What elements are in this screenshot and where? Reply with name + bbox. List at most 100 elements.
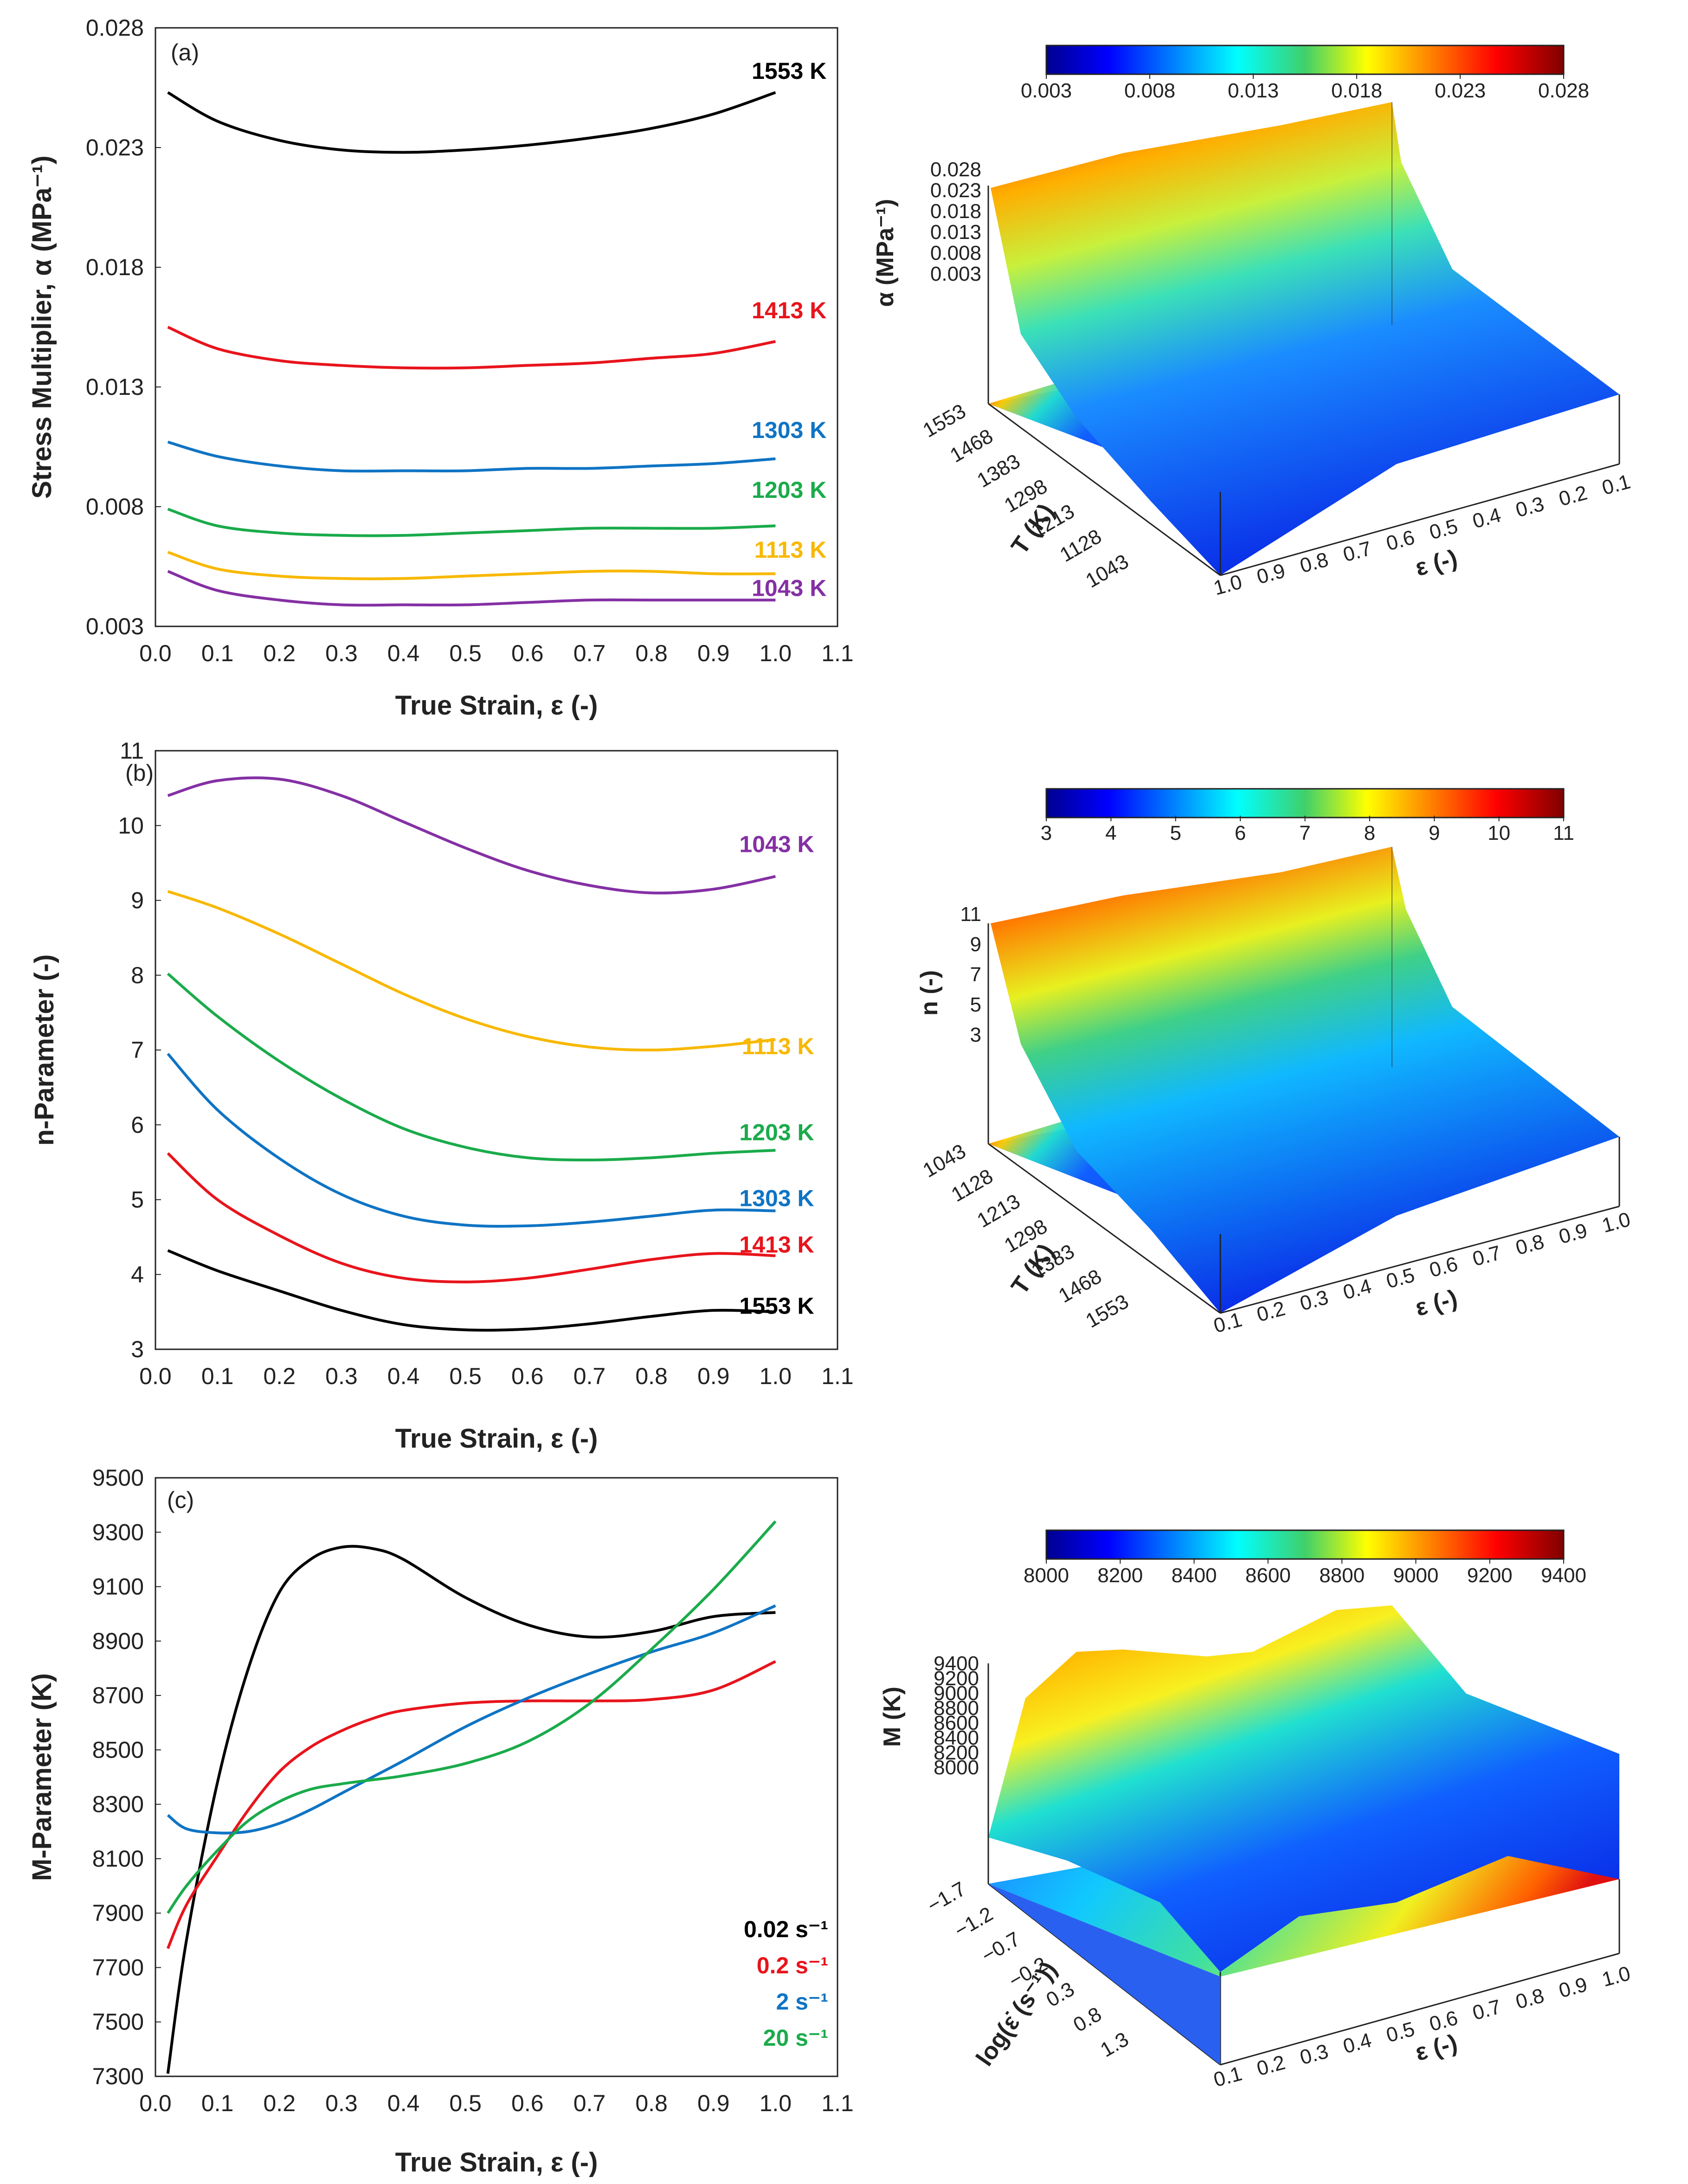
chart-b-n-vs-strain: (b) 3 4 5 6 7 8 9 10 11 0.0 0.1 0.2 0.3 0.4 0.5 0.6 0.7 0… bbox=[29, 738, 854, 1454]
legend-label: 2 s⁻¹ bbox=[776, 1989, 828, 2015]
box-edge bbox=[1220, 1952, 1620, 2066]
series-label: 1203 K bbox=[752, 477, 826, 503]
x-tick-label: 0.8 bbox=[1513, 1984, 1546, 2013]
x-tick-label: 0.1 bbox=[201, 2090, 234, 2116]
x-tick-label: 0.1 bbox=[1211, 1308, 1244, 1337]
series-label: 1553 K bbox=[752, 58, 826, 84]
series-line bbox=[166, 1660, 776, 1949]
z-tick-label: 0.018 bbox=[930, 200, 981, 223]
y-tick-label: 1553 bbox=[1082, 1290, 1133, 1332]
y-tick-label: 8300 bbox=[92, 1791, 144, 1817]
series-line bbox=[167, 1604, 776, 1835]
x-axis-title: ε (-) bbox=[1412, 1285, 1460, 1322]
panel-label: (a) bbox=[171, 39, 199, 65]
colorbar-tick-label: 8400 bbox=[1172, 1564, 1217, 1587]
x-tick-label: 0.3 bbox=[1297, 1286, 1331, 1315]
colorbar-tick-label: 4 bbox=[1105, 822, 1116, 844]
chart-a-alpha-vs-strain: (a) 0.003 0.008 0.013 0.018 0.023 0.028 0.0 0.1… bbox=[27, 15, 854, 721]
y-tick-label: 7900 bbox=[92, 1900, 144, 1926]
colorbar-tick-label: 7 bbox=[1299, 822, 1310, 844]
series-line bbox=[167, 91, 776, 154]
series-label: 1303 K bbox=[739, 1185, 814, 1211]
y-tick-label: 7700 bbox=[92, 1954, 144, 1980]
z-tick-label: 8800 bbox=[934, 1697, 979, 1720]
colorbar-tick-label: 0.028 bbox=[1538, 79, 1589, 102]
z-axis-title: α (MPa⁻¹) bbox=[872, 199, 899, 307]
z-tick-label: 7 bbox=[970, 963, 981, 986]
colorbar-tick-label: 9400 bbox=[1541, 1564, 1586, 1587]
colorbar-tick-label: 8200 bbox=[1097, 1564, 1143, 1587]
y-tick-label: 1128 bbox=[947, 1165, 997, 1206]
colorbar-tick-label: 5 bbox=[1170, 822, 1181, 844]
series-line bbox=[167, 326, 776, 370]
surface bbox=[991, 847, 1619, 1313]
x-tick-label: 0.8 bbox=[635, 1363, 668, 1389]
y-tick-label: 1468 bbox=[946, 425, 997, 467]
x-axis-title: True Strain, ε (-) bbox=[395, 2147, 598, 2178]
y-tick-label: 11 bbox=[120, 738, 144, 764]
y-tick-label: 9500 bbox=[92, 1465, 144, 1491]
z-tick-label: 8000 bbox=[934, 1756, 979, 1779]
series-label: 1043 K bbox=[752, 575, 826, 601]
y-tick-label: 0.028 bbox=[86, 15, 144, 41]
y-tick-label: 1043 bbox=[919, 1140, 970, 1182]
y-tick-label: 1128 bbox=[1056, 525, 1105, 567]
z-tick-label: 0.008 bbox=[930, 242, 981, 264]
x-tick-label: 0.6 bbox=[1384, 526, 1417, 555]
series-label: 1413 K bbox=[752, 297, 826, 323]
series-line bbox=[167, 890, 776, 1052]
y-axis-title: M-Parameter (K) bbox=[27, 1673, 57, 1881]
box-edge bbox=[1220, 463, 1620, 576]
legend-label: 0.02 s⁻¹ bbox=[744, 1916, 828, 1942]
surface bbox=[991, 102, 1619, 575]
floor-front bbox=[988, 1884, 1220, 2065]
colorbar-tick-label: 10 bbox=[1488, 822, 1510, 844]
x-tick-label: 0.2 bbox=[1254, 2051, 1288, 2080]
surface-a-alpha: 0.003 0.008 0.013 0.018 0.023 0.028 0.0280.02… bbox=[872, 45, 1633, 600]
y-tick-label: 1383 bbox=[973, 450, 1024, 492]
x-tick-label: 1.1 bbox=[821, 2090, 854, 2116]
x-tick-label: 0.7 bbox=[1470, 1241, 1503, 1270]
x-tick-label: 1.0 bbox=[760, 2090, 792, 2116]
plot-frame bbox=[155, 27, 838, 627]
x-tick-label: 0.5 bbox=[1384, 2017, 1417, 2047]
colorbar-tick-label: 8000 bbox=[1024, 1564, 1069, 1587]
series-label: 1113 K bbox=[754, 537, 827, 563]
x-tick-label: 0.0 bbox=[139, 1363, 172, 1389]
y-tick-label: 3 bbox=[131, 1336, 144, 1362]
x-tick-label: 0.0 bbox=[139, 2090, 172, 2116]
y-tick-label: 8500 bbox=[92, 1737, 144, 1763]
x-tick-label: 0.1 bbox=[201, 1363, 234, 1389]
y-tick-label: 8100 bbox=[92, 1846, 144, 1872]
y-tick-label: 1553 bbox=[919, 399, 970, 442]
series-label: 1553 K bbox=[739, 1293, 814, 1319]
x-tick-label: 0.1 bbox=[1599, 470, 1633, 499]
colorbar bbox=[1045, 45, 1565, 75]
z-tick-label: 11 bbox=[960, 903, 981, 926]
y-tick-label: −1.2 bbox=[951, 1902, 997, 1942]
z-tick-label: 9 bbox=[970, 933, 981, 956]
x-tick-label: 0.7 bbox=[573, 1363, 606, 1389]
y-tick-label: 1468 bbox=[1055, 1265, 1105, 1307]
x-tick-label: 0.7 bbox=[573, 2090, 606, 2116]
x-tick-label: 0.3 bbox=[325, 2090, 358, 2116]
x-tick-label: 0.7 bbox=[1340, 537, 1374, 566]
series-line bbox=[167, 551, 776, 580]
colorbar-tick-label: 6 bbox=[1235, 822, 1246, 844]
y-tick-label: 10 bbox=[118, 812, 144, 838]
x-tick-label: 0.8 bbox=[635, 2090, 668, 2116]
x-axis-title: True Strain, ε (-) bbox=[395, 690, 598, 721]
x-tick-label: 0.6 bbox=[511, 2090, 544, 2116]
y-tick-label: 5 bbox=[131, 1187, 144, 1213]
z-tick-label: 9000 bbox=[934, 1682, 979, 1705]
panel-label: (b) bbox=[125, 760, 154, 786]
colorbar-tick-label: 0.008 bbox=[1124, 79, 1175, 102]
x-tick-label: 0.9 bbox=[1556, 1219, 1590, 1248]
y-tick-label: 8 bbox=[131, 962, 144, 988]
x-tick-label: 0.7 bbox=[573, 640, 606, 666]
x-axis-title: True Strain, ε (-) bbox=[395, 1424, 598, 1454]
y-axis-title: n-Parameter (-) bbox=[29, 954, 59, 1146]
x-tick-label: 0.1 bbox=[201, 640, 234, 666]
